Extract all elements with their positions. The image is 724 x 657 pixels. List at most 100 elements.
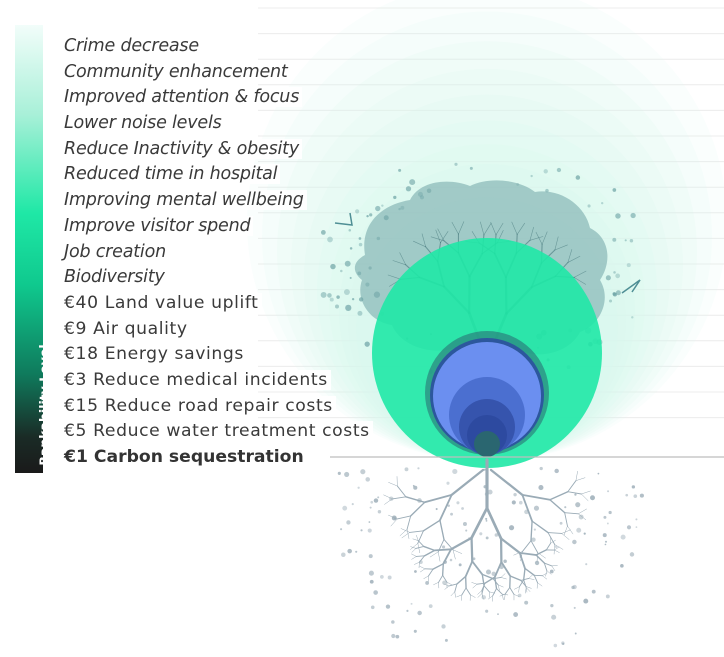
canopy-speck [630,212,636,219]
root [553,544,555,555]
root-speck [499,564,504,570]
root-speck [550,604,554,608]
canopy-speck [417,191,423,197]
branch [541,231,548,245]
canopy-speck [357,271,362,276]
root [416,535,419,541]
branch [554,244,568,251]
canopy-speck [329,297,334,302]
canopy-speck [320,230,326,235]
benefit-item: Improving mental wellbeing [64,187,373,213]
root [537,552,546,559]
root [493,561,503,579]
root-speck [425,581,429,585]
benefit-label: €1 Carbon sequestration [64,447,307,467]
canopy-speck [381,204,384,207]
root [496,588,503,595]
root [423,545,436,552]
root [417,543,421,554]
benefit-label: Improving mental wellbeing [64,190,307,211]
root [554,549,560,553]
root [530,520,533,542]
canopy-speck [516,182,520,186]
branch [529,226,534,241]
root [388,482,398,487]
root-speck [391,633,396,639]
root-speck [494,533,499,537]
benefit-amount: €18 [64,344,99,365]
root [449,536,473,551]
root-speck [344,471,350,477]
root-speck [524,509,529,515]
branch [451,221,459,235]
root [477,593,483,598]
root-speck [391,620,395,624]
root [499,537,521,554]
canopy-speck [575,175,581,180]
benefit-item: Crime decrease [64,33,373,59]
branch [511,221,518,235]
root [547,532,563,534]
root-speck [441,624,446,629]
root-speck [458,563,462,567]
canopy-speck [613,271,616,274]
benefit-text: Reduce road repair costs [104,395,333,416]
branch [483,223,492,236]
root-speck [461,507,464,510]
benefit-item: Community enhancement [64,59,373,85]
root [470,536,474,563]
benefit-item: Improved attention & focus [64,84,373,110]
root-speck [483,468,486,471]
root-speck [395,634,400,639]
root-speck [626,525,632,530]
root [477,590,483,595]
root-speck [368,521,371,523]
benefit-label: Job creation [64,241,169,262]
root [481,573,485,587]
root [446,581,453,586]
canopy-speck [340,269,343,273]
branch [516,222,525,235]
canopy-speck [556,167,562,173]
root [545,542,552,551]
root-speck [608,510,612,515]
root-speck [574,632,577,635]
root-speck [468,537,470,539]
root [464,560,474,578]
root [437,539,445,553]
root [521,493,551,501]
benefit-amount: €5 [64,421,88,442]
root [561,533,570,540]
benefit-label: €18 Energy savings [64,344,247,365]
root [525,587,527,594]
leaf-mark [621,279,641,294]
root [406,515,412,530]
root [422,519,441,532]
canopy-speck [357,310,363,316]
root [443,539,454,551]
root-speck [503,559,507,563]
branch [573,270,587,278]
canopy-speck [626,263,631,268]
root-speck [603,515,607,519]
root-speck [413,629,417,633]
root [567,491,582,495]
root-speck [485,536,489,540]
root-speck [357,486,360,489]
benefit-list: Crime decrease Community enhancement Impro… [64,33,373,470]
root-speck [491,571,496,577]
benefit-label: Improve visitor spend [64,215,254,236]
root [522,567,526,581]
root-speck [519,556,522,559]
root-speck [414,570,417,573]
root [547,532,556,545]
canopy-speck [615,213,621,219]
root-speck [571,585,575,590]
root [470,594,476,598]
root-speck [456,501,460,505]
canopy-speck [469,166,473,170]
branch [399,252,407,266]
benefit-amount: €3 [64,369,88,390]
canopy-speck [398,207,401,211]
root [494,576,498,590]
